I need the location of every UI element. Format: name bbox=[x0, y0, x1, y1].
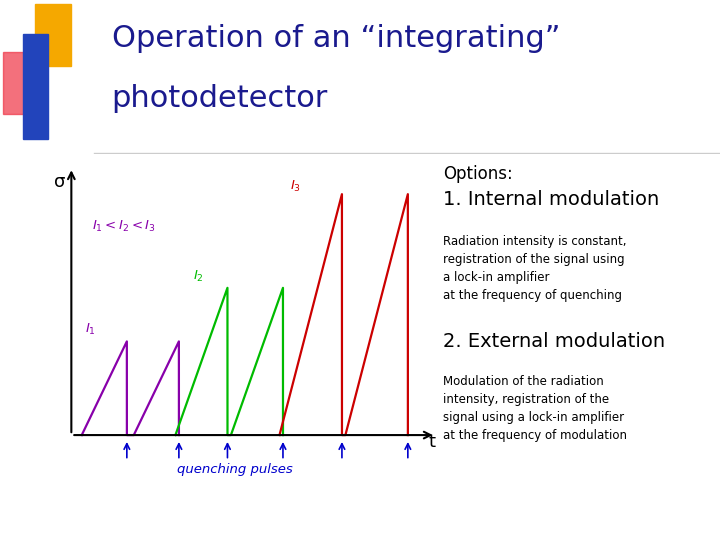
Text: 1. Internal modulation: 1. Internal modulation bbox=[443, 190, 659, 209]
Text: quenching pulses: quenching pulses bbox=[176, 463, 292, 476]
Text: Options:: Options: bbox=[443, 165, 513, 183]
Text: $\mathit{I}_1$: $\mathit{I}_1$ bbox=[85, 322, 96, 338]
Text: 2. External modulation: 2. External modulation bbox=[443, 332, 665, 351]
Text: Radiation intensity is constant,
registration of the signal using
a lock-in ampl: Radiation intensity is constant, registr… bbox=[443, 235, 626, 302]
Bar bbox=[4, 52, 40, 114]
Text: t: t bbox=[428, 433, 436, 451]
Text: photodetector: photodetector bbox=[112, 84, 328, 113]
Bar bbox=[35, 4, 71, 65]
Text: Modulation of the radiation
intensity, registration of the
signal using a lock-i: Modulation of the radiation intensity, r… bbox=[443, 375, 627, 442]
Text: σ: σ bbox=[53, 173, 65, 191]
Text: $\mathit{I}_1 < \mathit{I}_2 < \mathit{I}_3$: $\mathit{I}_1 < \mathit{I}_2 < \mathit{I… bbox=[92, 219, 156, 234]
Text: $\mathit{I}_2$: $\mathit{I}_2$ bbox=[193, 269, 204, 284]
Text: $\mathit{I}_3$: $\mathit{I}_3$ bbox=[290, 179, 301, 194]
Bar bbox=[23, 33, 48, 138]
Text: Operation of an “integrating”: Operation of an “integrating” bbox=[112, 24, 560, 53]
